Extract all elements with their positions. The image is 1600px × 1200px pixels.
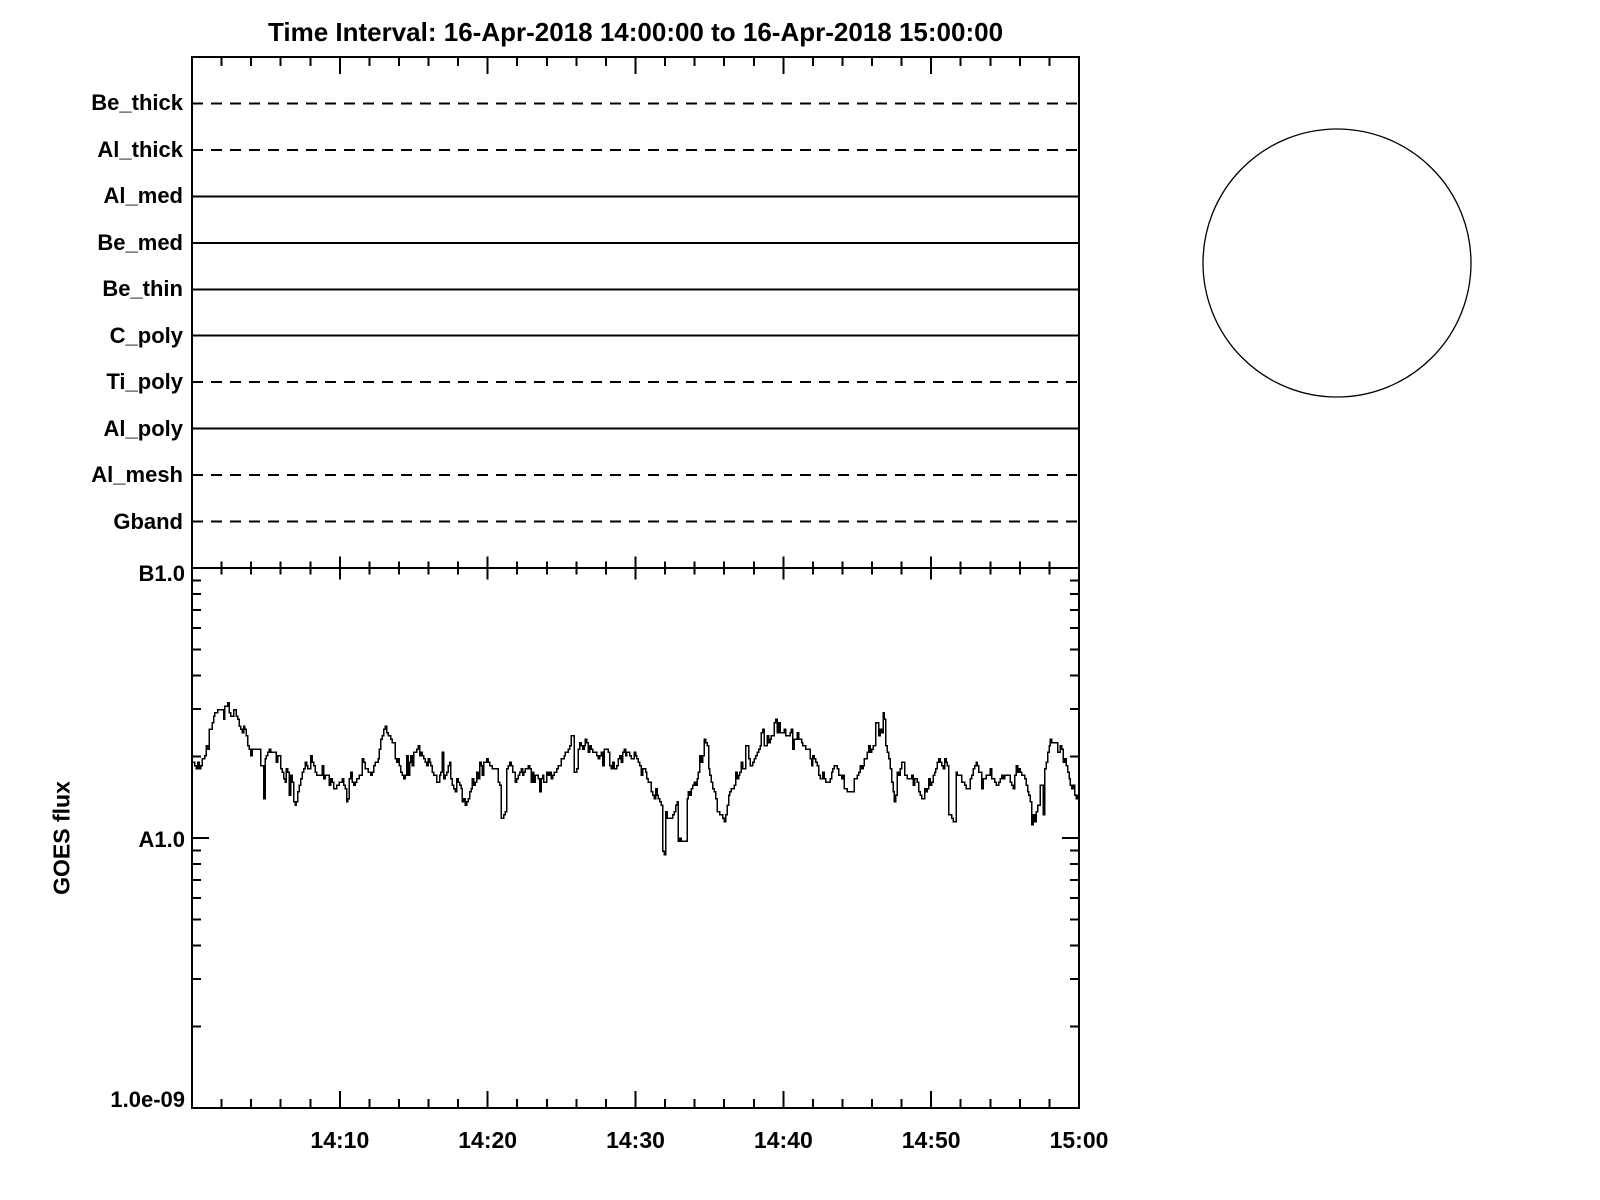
ytick-label-B1.0: B1.0 <box>138 561 185 586</box>
ytick-label-1.0e-09: 1.0e-09 <box>110 1087 185 1112</box>
filter-label-Al_thick: Al_thick <box>97 136 183 162</box>
axis-ticks <box>192 57 1079 1108</box>
solar-disk-circle <box>1202 128 1472 398</box>
top-panel-border <box>191 56 1080 569</box>
filter-label-Be_med: Be_med <box>97 229 183 255</box>
ytick-label-A1.0: A1.0 <box>138 827 185 852</box>
filter-label-Al_mesh: Al_mesh <box>91 462 183 488</box>
goes-flux-trace <box>192 702 1079 856</box>
filter-label-Ti_poly: Ti_poly <box>106 369 183 395</box>
xtick-label-14:50: 14:50 <box>901 1127 961 1153</box>
filter-label-C_poly: C_poly <box>109 322 183 348</box>
bottom-panel-border <box>191 567 1080 1109</box>
xtick-label-14:40: 14:40 <box>753 1127 813 1153</box>
xtick-label-14:10: 14:10 <box>310 1127 370 1153</box>
xtick-label-14:30: 14:30 <box>606 1127 665 1153</box>
filter-label-Be_thin: Be_thin <box>102 276 183 302</box>
filter-label-Gband: Gband <box>113 508 183 534</box>
xtick-label-14:20: 14:20 <box>458 1127 518 1153</box>
filter-label-Be_thick: Be_thick <box>91 90 183 116</box>
chart-title: Time Interval: 16-Apr-2018 14:00:00 to 1… <box>267 17 1004 47</box>
filter-label-Al_poly: Al_poly <box>103 415 183 441</box>
xtick-label-15:00: 15:00 <box>1049 1127 1109 1153</box>
filter-timeline-lines <box>192 102 1079 523</box>
filter-label-Al_med: Al_med <box>103 183 183 209</box>
